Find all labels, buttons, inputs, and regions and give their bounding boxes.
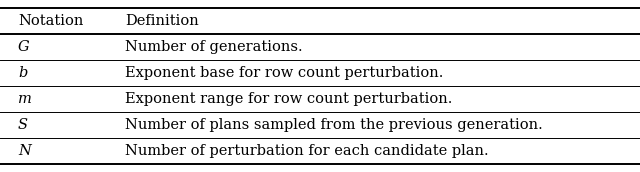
- Text: Number of plans sampled from the previous generation.: Number of plans sampled from the previou…: [125, 118, 543, 132]
- Text: Number of perturbation for each candidate plan.: Number of perturbation for each candidat…: [125, 144, 488, 158]
- Text: Exponent range for row count perturbation.: Exponent range for row count perturbatio…: [125, 92, 452, 106]
- Text: Notation: Notation: [18, 14, 83, 28]
- Text: Definition: Definition: [125, 14, 199, 28]
- Text: S: S: [18, 118, 28, 132]
- Text: G: G: [18, 40, 29, 54]
- Text: Number of generations.: Number of generations.: [125, 40, 303, 54]
- Text: m: m: [18, 92, 32, 106]
- Text: b: b: [18, 66, 28, 80]
- Text: N: N: [18, 144, 31, 158]
- Text: Exponent base for row count perturbation.: Exponent base for row count perturbation…: [125, 66, 444, 80]
